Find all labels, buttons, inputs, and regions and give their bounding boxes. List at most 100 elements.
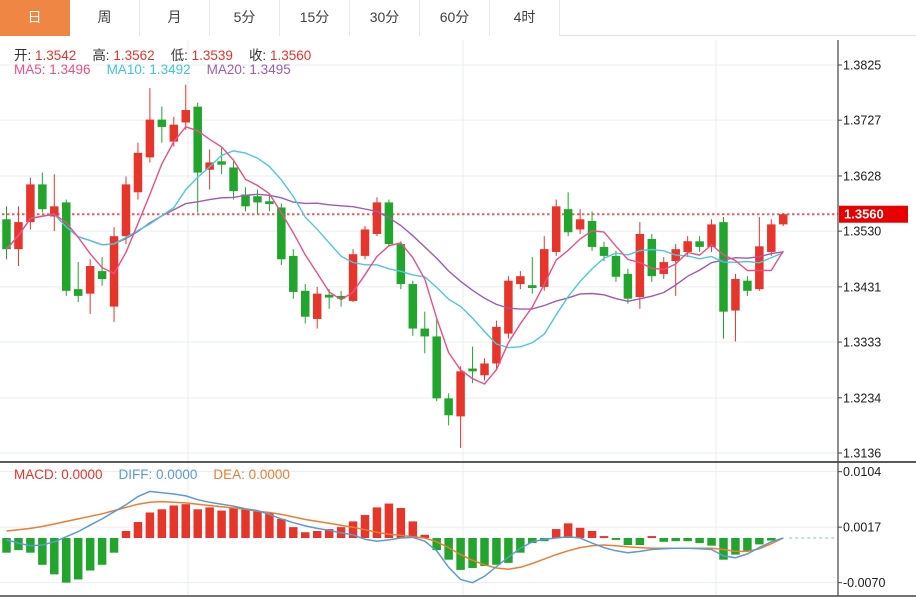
candle-body-22 bbox=[265, 201, 274, 205]
price-axis-label-6: 1.3234 bbox=[843, 391, 881, 405]
macd-bar-35 bbox=[420, 534, 429, 538]
macd-bar-4 bbox=[50, 538, 59, 575]
candle-body-57 bbox=[683, 241, 692, 252]
candle-body-10 bbox=[121, 184, 131, 237]
candle-body-18 bbox=[217, 161, 226, 165]
candle-body-54 bbox=[647, 239, 657, 277]
candle-body-19 bbox=[229, 167, 238, 192]
candle-body-52 bbox=[623, 273, 633, 299]
macd-bar-55 bbox=[659, 538, 668, 542]
candle-body-6 bbox=[73, 289, 83, 296]
value: 1.3560 bbox=[269, 48, 312, 63]
ma-row-item-0: MA5: 1.3496 bbox=[14, 62, 91, 77]
macd-bar-49 bbox=[587, 530, 597, 538]
candle-body-45 bbox=[540, 249, 549, 287]
candle-body-41 bbox=[492, 326, 501, 364]
candle-body-47 bbox=[563, 209, 573, 233]
tab-timeframe-7[interactable]: 4时 bbox=[490, 0, 560, 36]
macd-bar-7 bbox=[85, 538, 95, 571]
macd-bar-52 bbox=[623, 538, 633, 546]
ohlc-info-row: 开: 1.3542 高: 1.3562 低: 1.3539 收: 1.3560 bbox=[14, 44, 327, 64]
macd-bar-61 bbox=[731, 538, 740, 555]
value: 0.0000 bbox=[248, 467, 290, 482]
macd-row-item-2: DEA: 0.0000 bbox=[213, 467, 290, 482]
diff-line bbox=[6, 490, 784, 584]
candle-body-27 bbox=[324, 294, 334, 298]
macd-bar-37 bbox=[444, 538, 453, 560]
tab-timeframe-2[interactable]: 月 bbox=[140, 0, 210, 36]
price-axis-label-0: 1.3825 bbox=[843, 59, 881, 73]
candle-body-58 bbox=[695, 241, 704, 247]
macd-bar-1 bbox=[14, 538, 23, 551]
ohlc-row-item-0: 开: 1.3542 bbox=[14, 44, 76, 64]
last-price-tag bbox=[839, 205, 908, 223]
label: 高: bbox=[92, 48, 114, 63]
macd-bar-13 bbox=[157, 509, 167, 538]
ohlc-row-item-2: 低: 1.3539 bbox=[171, 44, 233, 64]
candle-body-16 bbox=[193, 106, 202, 173]
macd-bar-47 bbox=[563, 523, 573, 538]
candle-body-5 bbox=[62, 202, 71, 291]
tab-timeframe-6[interactable]: 60分 bbox=[420, 0, 490, 36]
macd-bar-57 bbox=[683, 538, 692, 542]
macd-bar-46 bbox=[551, 529, 561, 538]
macd-bar-34 bbox=[408, 521, 418, 538]
macd-bar-21 bbox=[253, 511, 262, 538]
macd-bar-64 bbox=[767, 538, 776, 541]
label: MACD: bbox=[14, 467, 62, 482]
tab-timeframe-4[interactable]: 15分 bbox=[280, 0, 350, 36]
candle-body-4 bbox=[50, 206, 59, 217]
macd-bar-30 bbox=[360, 515, 370, 538]
macd-bar-62 bbox=[743, 538, 752, 552]
ma20-line bbox=[5, 193, 784, 310]
ma-row-item-1: MA10: 1.3492 bbox=[107, 62, 191, 77]
macd-row-item-1: DIFF: 0.0000 bbox=[119, 467, 198, 482]
tab-timeframe-0[interactable]: 日 bbox=[0, 0, 70, 36]
candle-body-11 bbox=[133, 152, 143, 193]
macd-bar-29 bbox=[348, 521, 358, 538]
candle-body-43 bbox=[516, 276, 525, 285]
macd-bar-23 bbox=[277, 518, 286, 538]
candle-body-55 bbox=[659, 262, 668, 274]
price-axis-label-2: 1.3628 bbox=[843, 169, 881, 183]
macd-bar-42 bbox=[504, 538, 513, 563]
macd-bar-48 bbox=[575, 527, 585, 538]
price-axis-label-1: 1.3727 bbox=[843, 114, 881, 128]
label: MA10: bbox=[106, 62, 150, 77]
macd-bar-26 bbox=[312, 530, 322, 538]
macd-bar-14 bbox=[169, 505, 179, 538]
candle-body-44 bbox=[528, 285, 537, 289]
candle-body-15 bbox=[181, 110, 190, 123]
candle-body-48 bbox=[575, 219, 585, 230]
label: DEA: bbox=[213, 467, 249, 482]
macd-bar-56 bbox=[671, 538, 680, 542]
last-price-tag-text: 1.3560 bbox=[844, 207, 884, 222]
tab-timeframe-5[interactable]: 30分 bbox=[350, 0, 420, 36]
candle-body-12 bbox=[145, 119, 155, 158]
label: 收: bbox=[248, 48, 270, 63]
macd-bar-9 bbox=[109, 538, 119, 553]
macd-bar-31 bbox=[372, 507, 382, 538]
value: 1.3495 bbox=[249, 62, 291, 77]
candle-body-7 bbox=[85, 266, 95, 294]
tab-timeframe-1[interactable]: 周 bbox=[70, 0, 140, 36]
macd-bar-20 bbox=[241, 509, 250, 538]
macd-bar-33 bbox=[396, 508, 406, 538]
value: 1.3492 bbox=[149, 62, 191, 77]
macd-bar-41 bbox=[492, 538, 501, 565]
macd-bar-10 bbox=[121, 530, 131, 538]
candle-body-53 bbox=[635, 233, 645, 298]
label: MA20: bbox=[206, 62, 250, 77]
macd-bar-17 bbox=[205, 507, 214, 538]
candle-body-65 bbox=[779, 214, 788, 225]
value: 0.0000 bbox=[156, 467, 198, 482]
value: 0.0000 bbox=[61, 467, 103, 482]
tab-timeframe-3[interactable]: 5分 bbox=[210, 0, 280, 36]
macd-bar-5 bbox=[62, 538, 71, 583]
macd-bar-3 bbox=[38, 538, 47, 565]
macd-bar-58 bbox=[695, 538, 704, 544]
candle-body-2 bbox=[26, 184, 35, 223]
candle-body-37 bbox=[444, 398, 453, 416]
macd-bar-0 bbox=[2, 538, 11, 553]
